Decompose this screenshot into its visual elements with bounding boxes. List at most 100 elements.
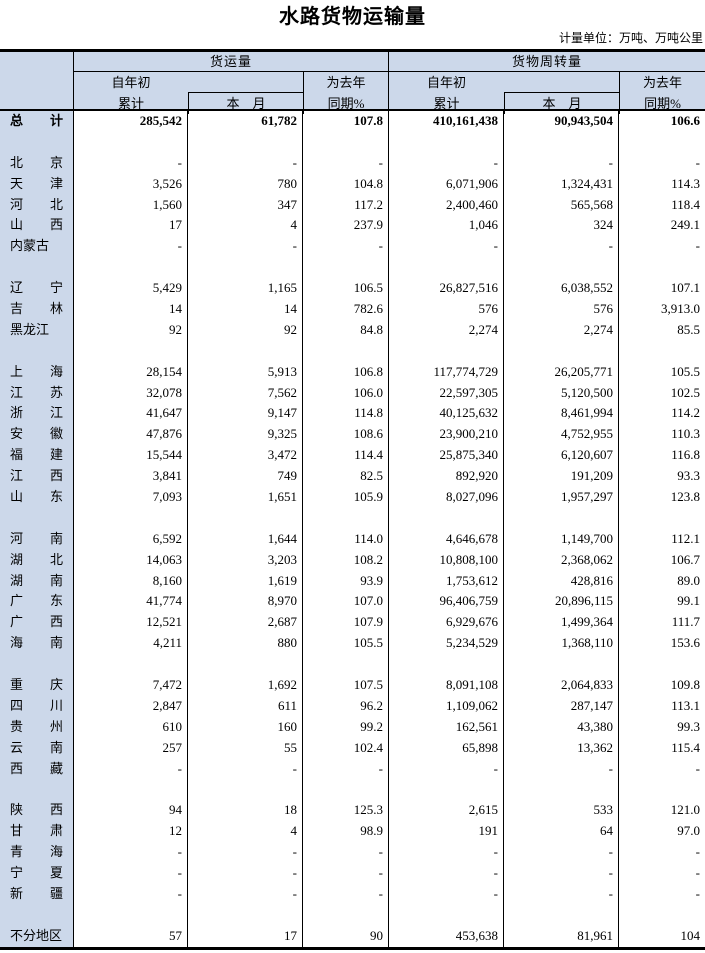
value-cell: 3,913.0 — [618, 299, 705, 320]
value-cell: 257 — [73, 737, 187, 759]
value-cell: 107.0 — [302, 591, 388, 613]
value-cell: 2,274 — [503, 319, 618, 341]
value-cell: 109.8 — [618, 675, 705, 696]
value-cell: 1,324,431 — [503, 173, 618, 195]
value-cell: 191,209 — [503, 466, 618, 488]
value-cell: 94 — [73, 800, 187, 822]
value-cell: 18 — [187, 800, 302, 822]
value-cell: 2,847 — [73, 695, 187, 717]
value-cell — [302, 654, 388, 676]
header-cumulative-line1: 自年初 — [111, 75, 151, 90]
value-cell: - — [73, 842, 187, 864]
value-cell — [388, 340, 503, 362]
value-cell: 4 — [187, 215, 302, 237]
value-cell: 28,154 — [73, 361, 187, 383]
unit-note: 计量单位：万吨、万吨公里 — [558, 31, 703, 45]
value-cell: 97.0 — [618, 821, 705, 843]
value-cell — [187, 340, 302, 362]
value-cell: 576 — [503, 299, 618, 320]
value-cell: 153.6 — [618, 633, 705, 655]
value-cell — [187, 257, 302, 279]
value-cell: 104 — [618, 925, 705, 947]
value-cell: 453,638 — [388, 925, 503, 947]
value-cell: 2,368,062 — [503, 549, 618, 571]
table-row: 甘肃 12 4 98.9 191 64 97.0 — [0, 821, 705, 843]
value-cell: 105.9 — [302, 487, 388, 508]
region-name-cell: 河南 — [0, 528, 73, 550]
header-cumulative-line1: 自年初 — [426, 75, 466, 90]
value-cell: 90 — [302, 925, 388, 947]
table-spacer-row — [0, 340, 705, 362]
region-name-cell: 浙江 — [0, 403, 73, 425]
value-cell: 7,472 — [73, 675, 187, 696]
value-cell: 8,461,994 — [503, 403, 618, 425]
value-cell: 93.3 — [618, 466, 705, 488]
value-cell: 32,078 — [73, 382, 187, 404]
value-cell: - — [618, 152, 705, 174]
value-cell: 347 — [187, 194, 302, 216]
value-cell: 41,647 — [73, 403, 187, 425]
value-cell: 1,644 — [187, 528, 302, 550]
table-spacer-row — [0, 904, 705, 926]
value-cell: 12 — [73, 821, 187, 843]
value-cell — [73, 257, 187, 279]
value-cell — [302, 257, 388, 279]
table-row: 天津 3,526 780 104.8 6,071,906 1,324,431 114.3 — [0, 173, 705, 195]
table-row: 黑龙江 92 92 84.8 2,274 2,274 85.5 — [0, 319, 705, 341]
region-name-cell: 青海 — [0, 842, 73, 864]
region-name-cell: 山东 — [0, 487, 73, 508]
value-cell: 82.5 — [302, 466, 388, 488]
value-cell — [388, 257, 503, 279]
value-cell — [73, 131, 187, 153]
value-cell — [503, 131, 618, 153]
value-cell: - — [618, 842, 705, 864]
header-yoy-line2: 同期% — [644, 96, 681, 111]
value-cell: 7,562 — [187, 382, 302, 404]
value-cell: - — [73, 758, 187, 780]
value-cell: 14 — [187, 299, 302, 320]
region-name-cell: 黑龙江 — [0, 319, 73, 341]
table-spacer-row — [0, 507, 705, 529]
value-cell: 106.8 — [302, 361, 388, 383]
value-cell: 4,211 — [73, 633, 187, 655]
value-cell: - — [388, 842, 503, 864]
table-row: 四川 2,847 611 96.2 1,109,062 287,147 113.1 — [0, 695, 705, 717]
value-cell: 99.1 — [618, 591, 705, 613]
value-cell: - — [73, 883, 187, 905]
table-row: 江苏 32,078 7,562 106.0 22,597,305 5,120,500 102… — [0, 382, 705, 404]
value-cell — [388, 654, 503, 676]
value-cell: 4 — [187, 821, 302, 843]
value-cell: 2,064,833 — [503, 675, 618, 696]
value-cell — [73, 904, 187, 926]
value-cell: 610 — [73, 716, 187, 738]
table-body: 总计 285,542 61,782 107.8 410,161,438 90,943,50… — [0, 111, 705, 950]
region-name-cell: 湖南 — [0, 570, 73, 592]
value-cell: 111.7 — [618, 612, 705, 634]
value-cell — [302, 904, 388, 926]
value-cell: 749 — [187, 466, 302, 488]
table-row: 内蒙古 - - - - - - — [0, 236, 705, 258]
value-cell: 14 — [73, 299, 187, 320]
value-cell: 55 — [187, 737, 302, 759]
region-name-cell: 江苏 — [0, 382, 73, 404]
header-yoy-line1: 为去年 — [326, 75, 366, 90]
value-cell: 99.3 — [618, 716, 705, 738]
subheader-freight-turnover: 自年初 累计 为去年 同期% 本 月 — [389, 72, 705, 114]
value-cell — [302, 507, 388, 529]
value-cell: 114.3 — [618, 173, 705, 195]
region-name-cell: 甘肃 — [0, 821, 73, 843]
value-cell: 114.0 — [302, 528, 388, 550]
value-cell: 96.2 — [302, 695, 388, 717]
value-cell — [302, 131, 388, 153]
value-cell: 17 — [187, 925, 302, 947]
value-cell — [302, 340, 388, 362]
value-cell: 85.5 — [618, 319, 705, 341]
value-cell: 14,063 — [73, 549, 187, 571]
value-cell: - — [388, 883, 503, 905]
value-cell: 1,368,110 — [503, 633, 618, 655]
header-yoy-line2: 同期% — [327, 96, 365, 111]
header-cumulative: 自年初 累计 — [74, 72, 188, 114]
table-row: 海南 4,211 880 105.5 5,234,529 1,368,110 153.6 — [0, 633, 705, 655]
value-cell: 162,561 — [388, 716, 503, 738]
value-cell: - — [618, 236, 705, 258]
